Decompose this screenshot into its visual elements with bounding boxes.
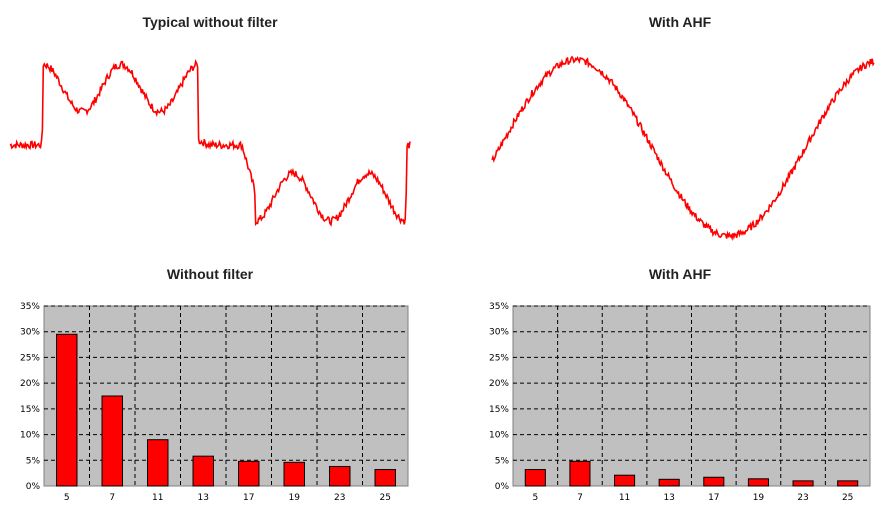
bars-with-ahf-bar xyxy=(747,478,769,487)
bars-with-ahf-ytick-label: 30% xyxy=(489,328,509,338)
bars-without-filter-xtick-label: 23 xyxy=(334,493,345,503)
bars-without-filter-ytick-label: 15% xyxy=(20,405,40,415)
bars-without-filter-plot-area xyxy=(43,305,409,487)
bars-without-filter-bar xyxy=(101,395,123,487)
bars-with-ahf-xtick-label: 7 xyxy=(577,493,583,503)
bars-with-ahf-xtick-label: 25 xyxy=(842,493,853,503)
bars-without-filter-ytick-label: 30% xyxy=(20,328,40,338)
bars-without-filter-ytick-label: 20% xyxy=(20,379,40,389)
bars-without-filter-xtick-label: 11 xyxy=(152,493,163,503)
bars-without-filter-ytick-label: 10% xyxy=(20,431,40,441)
bars-with-ahf-bar xyxy=(837,480,859,487)
bars-without-filter-xtick-label: 13 xyxy=(198,493,209,503)
bars-with-ahf-bar xyxy=(569,460,591,487)
bars-with-ahf-xtick-label: 23 xyxy=(797,493,808,503)
bars-without-filter-xtick-label: 25 xyxy=(380,493,391,503)
bars-without-filter-bar xyxy=(329,465,351,487)
waveform-with-ahf xyxy=(491,55,875,242)
bars-with-ahf-bar xyxy=(614,474,636,487)
bars-without-filter-bar xyxy=(283,461,305,487)
bars-with-ahf-ytick-label: 10% xyxy=(489,431,509,441)
bars-with-ahf-ytick-label: 0% xyxy=(495,482,510,492)
bars-with-ahf-bar xyxy=(524,469,546,487)
bars-with-ahf-bar xyxy=(658,478,680,487)
bars-with-ahf-ytick-label: 20% xyxy=(489,379,509,389)
bars-with-ahf-ytick-label: 5% xyxy=(495,456,510,466)
bars-without-filter-xtick-label: 7 xyxy=(109,493,115,503)
bars-with-ahf-xtick-label: 13 xyxy=(663,493,674,503)
bars-without-title: Without filter xyxy=(166,266,254,282)
bars-without-filter-bar xyxy=(56,333,78,487)
wave-without-title: Typical without filter xyxy=(142,14,278,30)
bars-without-filter-ytick-label: 35% xyxy=(20,302,40,312)
wave-with-title: With AHF xyxy=(648,14,712,30)
waveform-without-filter xyxy=(9,59,411,227)
bars-with-ahf-xtick-label: 17 xyxy=(708,493,719,503)
bars-without-filter-bar xyxy=(374,469,396,487)
bars-with-ahf-plot-area xyxy=(512,305,871,487)
bars-without-filter-xtick-label: 19 xyxy=(289,493,301,503)
bars-without-filter-ytick-label: 0% xyxy=(26,482,41,492)
bars-with-ahf-xtick-label: 5 xyxy=(532,493,538,503)
bars-with-ahf-bar xyxy=(792,480,814,487)
bars-without-filter-bar xyxy=(147,439,169,487)
bars-with-ahf-ytick-label: 25% xyxy=(489,353,509,363)
bars-without-filter-bar xyxy=(238,460,260,487)
bars-without-filter-ytick-label: 25% xyxy=(20,353,40,363)
bars-without-filter-bar xyxy=(192,455,214,487)
bars-with-ahf-xtick-label: 19 xyxy=(753,493,765,503)
bars-without-filter-ytick-label: 5% xyxy=(26,456,41,466)
bars-with-ahf-ytick-label: 15% xyxy=(489,405,509,415)
bars-without-filter-xtick-label: 5 xyxy=(64,493,70,503)
bars-with-ahf-ytick-label: 35% xyxy=(489,302,509,312)
bars-without-filter-xtick-label: 17 xyxy=(243,493,254,503)
bars-with-title: With AHF xyxy=(648,266,712,282)
bars-with-ahf-xtick-label: 11 xyxy=(619,493,630,503)
bars-with-ahf-bar xyxy=(703,476,725,487)
